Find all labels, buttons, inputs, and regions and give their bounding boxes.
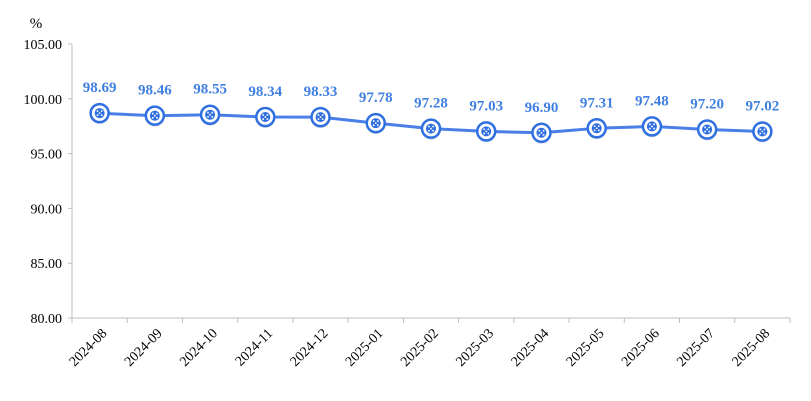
y-tick-label: 95.00: [31, 148, 63, 163]
data-label: 96.90: [525, 100, 559, 116]
x-tick-label: 2025-06: [619, 326, 663, 370]
data-point: [752, 121, 773, 143]
data-point: [420, 118, 442, 140]
data-point: [255, 106, 276, 128]
data-point: [586, 118, 607, 140]
data-point: [199, 104, 221, 126]
x-tick-label: 2024-08: [67, 326, 111, 370]
data-point: [310, 106, 331, 129]
data-point: [531, 122, 552, 144]
data-label: 98.46: [138, 83, 172, 99]
y-tick-label: 80.00: [31, 312, 63, 327]
data-label: 97.78: [359, 90, 393, 106]
data-label: 97.48: [635, 93, 669, 109]
data-label: 97.31: [580, 95, 614, 111]
data-labels: 98.69 98.46 98.55 98.34 98.33 97.78 97.28 97.03…: [83, 80, 780, 116]
x-tick-label: 2025-05: [564, 326, 608, 370]
x-tick-label: 2025-07: [674, 326, 718, 370]
data-point: [144, 105, 166, 127]
data-label: 98.34: [248, 84, 282, 100]
data-label: 98.33: [304, 84, 338, 100]
x-tick-label: 2024-09: [122, 326, 166, 370]
data-points: [89, 102, 773, 144]
x-tick-label: 2025-01: [343, 326, 387, 370]
data-point: [89, 102, 110, 125]
data-label: 98.55: [193, 82, 227, 98]
data-point: [641, 116, 663, 138]
y-axis-unit: %: [30, 16, 43, 32]
x-tick-label: 2025-04: [509, 326, 553, 370]
y-tick-label: 100.00: [24, 93, 63, 108]
data-label: 97.28: [414, 96, 448, 112]
data-point: [696, 119, 718, 141]
data-label: 98.69: [83, 80, 117, 96]
data-point: [475, 121, 497, 143]
x-tick-label: 2024-10: [177, 326, 221, 370]
x-tick-labels: 2024-08 2024-09 2024-10 2024-11 2024-12 2025-…: [67, 318, 791, 370]
x-tick-label: 2025-03: [453, 326, 497, 370]
y-tick-label: 90.00: [31, 202, 63, 217]
x-tick-label: 2024-12: [288, 326, 332, 370]
x-tick-label: 2024-11: [233, 326, 276, 369]
data-label: 97.20: [690, 96, 724, 112]
data-point: [365, 112, 387, 135]
y-tick-label: 105.00: [24, 38, 63, 53]
data-label: 97.02: [746, 98, 780, 114]
x-tick-label: 2025-02: [398, 326, 442, 370]
x-tick-label: 2025-08: [730, 326, 774, 370]
data-label: 97.03: [469, 98, 503, 114]
y-tick-label: 85.00: [31, 257, 63, 272]
y-tick-labels: 80.00 85.00 90.00 95.00 100.00 105.00: [24, 38, 72, 327]
